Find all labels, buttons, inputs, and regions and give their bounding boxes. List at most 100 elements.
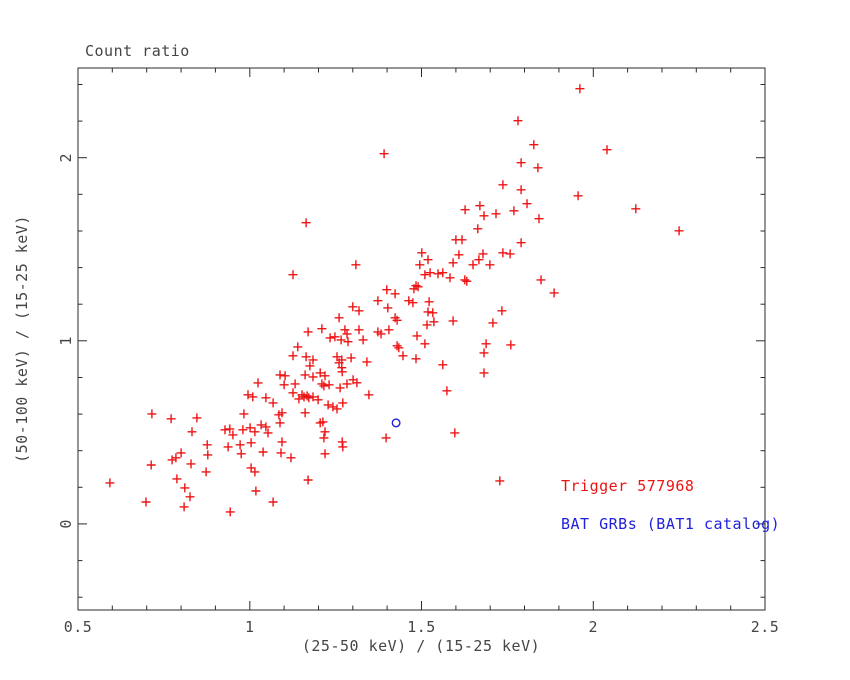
data-point-plus bbox=[261, 393, 271, 403]
data-point-plus bbox=[445, 273, 455, 283]
legend-catalog-label: BAT GRBs (BAT1 catalog) bbox=[561, 515, 780, 533]
data-point-plus bbox=[479, 368, 489, 378]
x-tick-label: 1 bbox=[245, 618, 255, 636]
data-point-plus bbox=[235, 440, 245, 450]
data-point-plus bbox=[382, 285, 392, 295]
data-point-plus bbox=[246, 463, 256, 473]
data-point-plus bbox=[325, 333, 335, 343]
data-point-plus bbox=[275, 370, 285, 380]
data-point-plus bbox=[263, 428, 273, 438]
data-point-plus bbox=[392, 341, 402, 351]
axis-ticks-group bbox=[77, 68, 766, 610]
data-point-plus bbox=[448, 316, 458, 326]
x-tick-label: 1.5 bbox=[407, 618, 436, 636]
data-point-plus bbox=[317, 324, 327, 334]
data-point-plus bbox=[340, 325, 350, 335]
data-point-plus bbox=[379, 149, 389, 159]
data-point-plus bbox=[300, 408, 310, 418]
data-point-plus bbox=[342, 379, 352, 389]
data-point-plus bbox=[225, 507, 235, 517]
data-point-plus bbox=[179, 502, 189, 512]
data-point-plus bbox=[288, 388, 298, 398]
data-point-plus bbox=[495, 476, 505, 486]
data-point-plus bbox=[301, 218, 311, 228]
data-point-plus bbox=[268, 497, 278, 507]
data-point-plus bbox=[320, 371, 330, 381]
data-point-plus bbox=[338, 442, 348, 452]
tick-labels-group: 0.5 1 1.5 2 2.5 0 1 2 bbox=[57, 153, 779, 636]
data-point-plus bbox=[468, 260, 478, 270]
data-point-plus bbox=[516, 158, 526, 168]
data-point-plus bbox=[352, 378, 362, 388]
data-point-plus bbox=[141, 497, 151, 507]
data-point-plus bbox=[438, 268, 448, 278]
data-point-plus bbox=[454, 250, 464, 260]
data-point-plus bbox=[354, 306, 364, 316]
data-point-plus bbox=[246, 438, 256, 448]
data-point-plus bbox=[172, 474, 182, 484]
data-point-plus bbox=[203, 450, 213, 460]
x-tick-label: 2.5 bbox=[751, 618, 780, 636]
legend-trigger-label: Trigger 577968 bbox=[561, 477, 694, 495]
data-point-plus bbox=[522, 199, 532, 209]
data-point-plus bbox=[674, 226, 684, 236]
data-point-plus bbox=[225, 424, 235, 434]
data-point-plus bbox=[460, 205, 470, 215]
data-point-plus bbox=[334, 358, 344, 368]
y-tick-label: 1 bbox=[57, 336, 75, 346]
data-point-plus bbox=[192, 413, 202, 423]
data-point-plus bbox=[429, 317, 439, 327]
data-point-plus bbox=[505, 249, 515, 259]
data-point-plus bbox=[320, 449, 330, 459]
data-point-plus bbox=[420, 270, 430, 280]
data-point-plus bbox=[330, 332, 340, 342]
data-point-plus bbox=[258, 447, 268, 457]
data-point-plus bbox=[305, 361, 315, 371]
data-point-plus bbox=[485, 260, 495, 270]
data-point-plus bbox=[308, 372, 318, 382]
data-point-plus bbox=[420, 339, 430, 349]
data-point-plus bbox=[384, 325, 394, 335]
data-point-plus bbox=[575, 84, 585, 94]
data-point-plus bbox=[529, 140, 539, 150]
data-point-plus bbox=[602, 145, 612, 155]
data-point-plus bbox=[248, 392, 258, 402]
data-point-plus bbox=[409, 284, 419, 294]
data-point-circle bbox=[391, 418, 401, 428]
data-point-plus bbox=[478, 249, 488, 259]
data-point-plus bbox=[304, 393, 314, 403]
x-axis-label: (25-50 keV) / (15-25 keV) bbox=[302, 637, 540, 655]
data-point-plus bbox=[253, 378, 263, 388]
data-point-plus bbox=[245, 423, 255, 433]
data-point-plus bbox=[167, 455, 177, 465]
data-point-plus bbox=[509, 206, 519, 216]
data-point-plus bbox=[334, 313, 344, 323]
data-point-plus bbox=[317, 379, 327, 389]
data-point-plus bbox=[392, 315, 402, 325]
data-point-plus bbox=[332, 404, 342, 414]
data-point-plus bbox=[277, 437, 287, 447]
data-point-plus bbox=[280, 371, 290, 381]
data-point-plus bbox=[308, 355, 318, 365]
data-point-plus bbox=[302, 391, 312, 401]
data-point-plus bbox=[250, 467, 260, 477]
data-point-plus bbox=[474, 255, 484, 265]
data-point-plus bbox=[313, 395, 323, 405]
data-point-plus bbox=[146, 460, 156, 470]
data-point-plus bbox=[423, 307, 433, 317]
data-point-plus bbox=[348, 302, 358, 312]
data-point-plus bbox=[417, 248, 427, 258]
data-point-plus bbox=[176, 448, 186, 458]
data-point-plus bbox=[336, 335, 346, 345]
data-point-plus bbox=[516, 185, 526, 195]
data-point-plus bbox=[373, 296, 383, 306]
data-point-plus bbox=[412, 331, 422, 341]
data-point-plus bbox=[201, 467, 211, 477]
y-axis-label: (50-100 keV) / (15-25 keV) bbox=[13, 215, 31, 463]
data-point-plus bbox=[147, 409, 157, 419]
chart-title: Count ratio bbox=[85, 42, 190, 60]
data-point-plus bbox=[166, 414, 176, 424]
data-point-plus bbox=[376, 329, 386, 339]
data-point-plus bbox=[424, 297, 434, 307]
